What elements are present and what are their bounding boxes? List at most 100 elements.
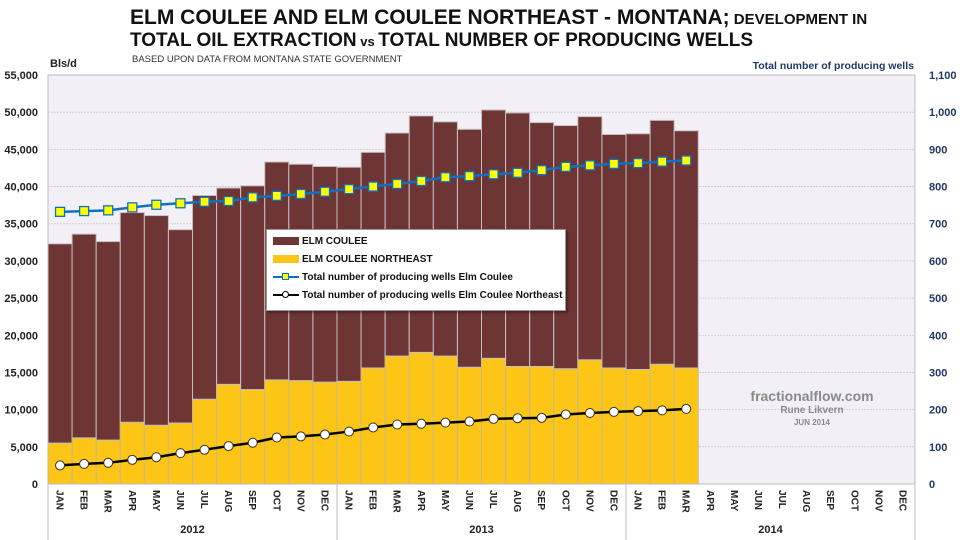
y-axis-left-label: Bls/d: [50, 58, 77, 70]
marker-wells-elm-coulee: [78, 205, 90, 217]
bar-elm-coulee-northeast: [505, 366, 531, 485]
x-tick-label: OCT: [848, 490, 859, 511]
watermark-date: JUN 2014: [793, 418, 831, 427]
x-tick-label: MAY: [439, 490, 450, 512]
y-tick-label-left: 0: [32, 479, 38, 491]
marker-wells-elm-coulee: [560, 161, 571, 172]
x-tick-label: AUG: [800, 490, 811, 512]
bar-elm-coulee-northeast: [529, 366, 555, 485]
legend-label: ELM COULEE NORTHEAST: [302, 253, 433, 265]
chart-subtitle: BASED UPON DATA FROM MONTANA STATE GOVER…: [132, 54, 403, 65]
marker-wells-elm-coulee-northeast: [608, 406, 619, 417]
marker-wells-elm-coulee: [319, 186, 331, 197]
y-tick-label-left: 55,000: [4, 70, 38, 82]
y-tick-label-right: 600: [929, 256, 947, 268]
y-tick-label-left: 25,000: [4, 293, 38, 305]
x-tick-label: JAN: [343, 490, 354, 510]
marker-wells-elm-coulee-northeast: [464, 416, 475, 427]
x-tick-label: JUL: [487, 490, 498, 509]
x-tick-label: DEC: [607, 490, 618, 511]
bar-elm-coulee-northeast: [408, 351, 434, 485]
bar-elm-coulee: [577, 116, 603, 361]
x-tick-label: JAN: [54, 490, 65, 510]
y-tick-label-left: 45,000: [4, 144, 38, 156]
bar-elm-coulee: [167, 229, 194, 424]
bar-elm-coulee-northeast: [240, 389, 266, 485]
legend-item-elm-coulee: ELM COULEE: [273, 234, 368, 248]
bar-elm-coulee-northeast: [192, 398, 218, 485]
x-tick-label: DEC: [318, 490, 329, 511]
marker-wells-elm-coulee-northeast: [536, 412, 547, 423]
bar-elm-coulee: [601, 133, 627, 369]
y-tick-label-right: 900: [929, 144, 947, 156]
legend-line-wells-ne: [273, 289, 299, 301]
title-small: DEVELOPMENT IN: [729, 11, 868, 28]
marker-wells-elm-coulee-northeast: [127, 454, 138, 465]
bar-elm-coulee: [95, 241, 121, 441]
marker-wells-elm-coulee-northeast: [488, 413, 499, 424]
marker-wells-elm-coulee-northeast: [368, 422, 379, 433]
x-tick-label: JUN: [174, 490, 185, 510]
y-tick-label-right: 0: [929, 479, 935, 491]
marker-wells-elm-coulee: [392, 178, 403, 190]
y-tick-label-left: 20,000: [4, 330, 38, 342]
marker-wells-elm-coulee-northeast: [223, 441, 234, 452]
marker-wells-elm-coulee-northeast: [681, 403, 692, 414]
marker-wells-elm-coulee: [656, 156, 668, 167]
x-tick-label: JUN: [752, 490, 763, 510]
y-tick-label-right: 100: [929, 442, 947, 454]
bar-elm-coulee-northeast: [601, 367, 627, 485]
y-tick-label-left: 35,000: [4, 219, 38, 231]
marker-wells-elm-coulee-northeast: [344, 426, 355, 437]
bar-elm-coulee: [47, 243, 73, 444]
y-tick-label-left: 50,000: [4, 107, 38, 119]
y-tick-label-left: 10,000: [4, 405, 38, 417]
y-tick-label-right: 700: [929, 219, 947, 231]
bar-elm-coulee: [192, 194, 218, 400]
marker-wells-elm-coulee: [54, 206, 66, 217]
bar-elm-coulee-northeast: [264, 379, 290, 485]
x-tick-label: NOV: [583, 490, 594, 512]
y-tick-label-left: 5,000: [10, 442, 38, 454]
marker-wells-elm-coulee-northeast: [584, 407, 595, 418]
y-tick-label-right: 300: [929, 367, 947, 379]
marker-wells-elm-coulee-northeast: [79, 458, 90, 469]
marker-wells-elm-coulee: [247, 192, 258, 203]
marker-wells-elm-coulee-northeast: [151, 452, 162, 463]
x-tick-label: JAN: [632, 490, 643, 510]
x-tick-label: OCT: [270, 490, 281, 511]
marker-wells-elm-coulee: [343, 183, 355, 195]
x-tick-label: DEC: [896, 490, 907, 511]
marker-wells-elm-coulee-northeast: [103, 457, 114, 468]
x-tick-label: FEB: [78, 490, 89, 510]
y-tick-label-right: 200: [929, 405, 947, 417]
marker-wells-elm-coulee-northeast: [440, 417, 451, 428]
x-tick-label: FEB: [656, 490, 667, 510]
x-tick-label: SEP: [535, 490, 546, 510]
x-tick-label: AUG: [511, 490, 522, 512]
legend-item-elm-coulee-ne: ELM COULEE NORTHEAST: [273, 252, 433, 266]
bar-elm-coulee: [216, 187, 242, 385]
x-tick-label: NOV: [872, 490, 883, 512]
title-part-b: TOTAL NUMBER OF PRODUCING WELLS: [378, 30, 754, 51]
marker-wells-elm-coulee: [512, 167, 523, 178]
bar-elm-coulee-northeast: [649, 363, 675, 485]
title-vs: vs: [356, 34, 379, 49]
marker-wells-elm-coulee-northeast: [295, 431, 306, 442]
title-main: ELM COULEE AND ELM COULEE NORTHEAST - MO…: [130, 6, 730, 29]
marker-wells-elm-coulee: [440, 172, 451, 183]
bar-elm-coulee-northeast: [216, 383, 242, 485]
watermark-author: Rune Likvern: [780, 405, 844, 416]
bar-elm-coulee-northeast: [625, 368, 651, 485]
bar-elm-coulee: [625, 133, 651, 370]
marker-wells-elm-coulee-northeast: [416, 418, 427, 429]
marker-wells-elm-coulee: [488, 169, 499, 180]
marker-wells-elm-coulee: [199, 196, 210, 207]
title-part-a: TOTAL OIL EXTRACTION: [130, 30, 357, 51]
y-tick-label-right: 400: [929, 330, 947, 342]
marker-wells-elm-coulee-northeast: [657, 405, 668, 416]
bar-elm-coulee: [71, 233, 97, 439]
x-tick-label: MAR: [391, 490, 402, 514]
x-tick-label: APR: [415, 490, 426, 512]
x-year-label: 2013: [469, 524, 493, 536]
